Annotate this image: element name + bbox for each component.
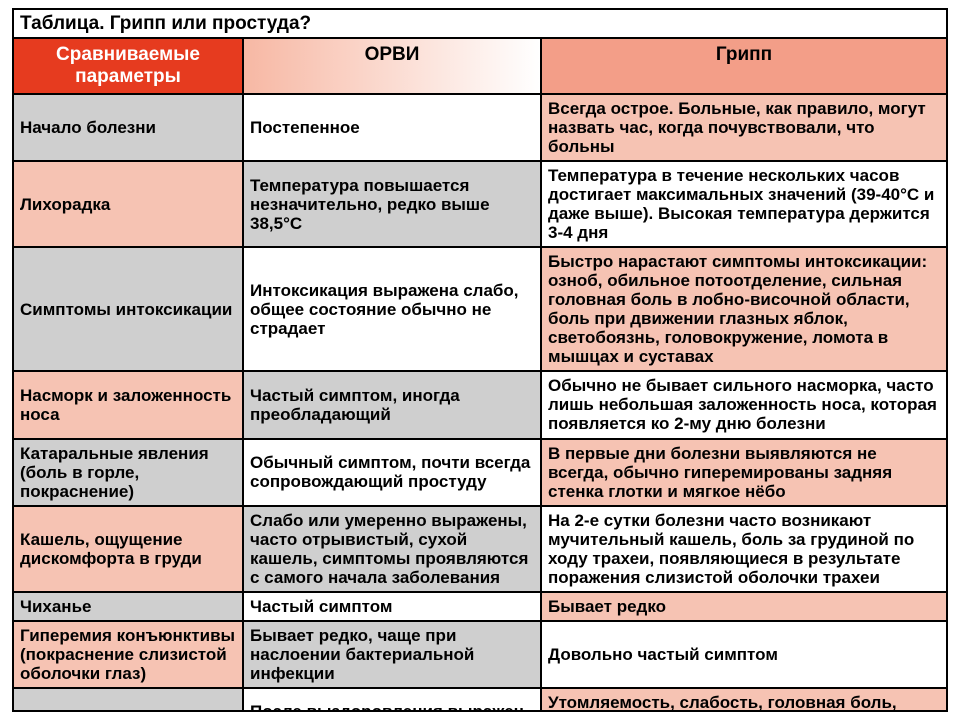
cell-gripp: На 2-е сутки болезни часто возникают муч… (542, 507, 946, 591)
cell-gripp: Температура в течение нескольких часов д… (542, 162, 946, 246)
cell-orvi: Частый симптом (244, 593, 542, 620)
cell-orvi: Частый симптом, иногда преобладающий (244, 372, 542, 437)
table-title: Таблица. Грипп или простуда? (14, 10, 946, 39)
header-gripp: Грипп (542, 39, 946, 93)
cell-gripp: Всегда острое. Больные, как правило, мог… (542, 95, 946, 160)
cell-orvi: Слабо или умеренно выражены, часто отрыв… (244, 507, 542, 591)
cell-parameter: Симптомы интоксикации (14, 248, 244, 370)
cell-orvi: Температура повышается незначительно, ре… (244, 162, 542, 246)
cell-gripp: В первые дни болезни выявляются не всегд… (542, 440, 946, 505)
table-body: Начало болезниПостепенноеВсегда острое. … (14, 95, 946, 712)
table-row: Гиперемия конъюнктивы (покраснение слизи… (14, 622, 946, 689)
cell-gripp: Довольно частый симптом (542, 622, 946, 687)
cell-parameter: Начало болезни (14, 95, 244, 160)
table-row: Симптомы интоксикацииИнтоксикация выраже… (14, 248, 946, 372)
header-parameters: Сравниваемые параметры (14, 39, 244, 93)
comparison-table: Таблица. Грипп или простуда? Сравниваемы… (12, 8, 948, 712)
cell-orvi: После выздоровления выражен незначительн… (244, 689, 542, 712)
cell-parameter: Чиханье (14, 593, 244, 620)
cell-gripp: Обычно не бывает сильного насморка, част… (542, 372, 946, 437)
cell-gripp: Быстро нарастают симптомы интоксикации: … (542, 248, 946, 370)
cell-orvi: Интоксикация выражена слабо, общее состо… (244, 248, 542, 370)
cell-parameter: Астенический синдром (14, 689, 244, 712)
cell-parameter: Катаральные явления (боль в горле, покра… (14, 440, 244, 505)
header-orvi: ОРВИ (244, 39, 542, 93)
cell-orvi: Постепенное (244, 95, 542, 160)
table-row: ЧиханьеЧастый симптомБывает редко (14, 593, 946, 622)
table-row: Астенический синдромПосле выздоровления … (14, 689, 946, 712)
table-row: Кашель, ощущение дискомфорта в грудиСлаб… (14, 507, 946, 593)
cell-gripp: Бывает редко (542, 593, 946, 620)
cell-parameter: Насморк и заложенность носа (14, 372, 244, 437)
table-row: ЛихорадкаТемпература повышается незначит… (14, 162, 946, 248)
table-header-row: Сравниваемые параметры ОРВИ Грипп (14, 39, 946, 95)
cell-orvi: Обычный симптом, почти всегда сопровожда… (244, 440, 542, 505)
table-row: Начало болезниПостепенноеВсегда острое. … (14, 95, 946, 162)
table-row: Катаральные явления (боль в горле, покра… (14, 440, 946, 507)
cell-gripp: Утомляемость, слабость, головная боль, р… (542, 689, 946, 712)
cell-parameter: Кашель, ощущение дискомфорта в груди (14, 507, 244, 591)
cell-parameter: Гиперемия конъюнктивы (покраснение слизи… (14, 622, 244, 687)
cell-orvi: Бывает редко, чаще при наслоении бактери… (244, 622, 542, 687)
cell-parameter: Лихорадка (14, 162, 244, 246)
table-row: Насморк и заложенность носаЧастый симпто… (14, 372, 946, 439)
